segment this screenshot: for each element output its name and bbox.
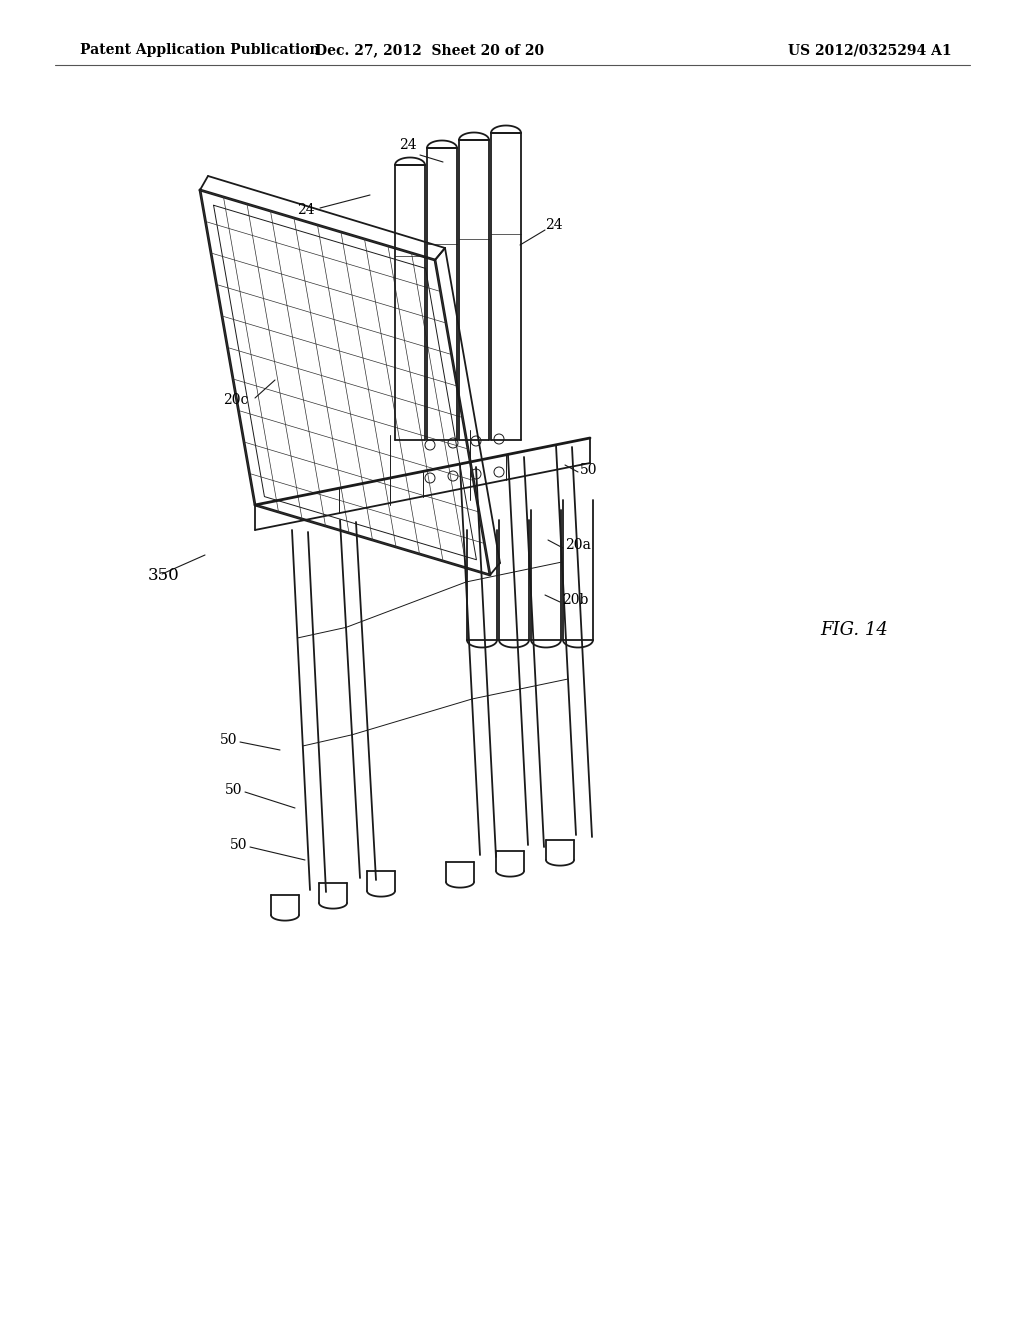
Text: 20b: 20b bbox=[562, 593, 589, 607]
Text: 24: 24 bbox=[545, 218, 562, 232]
Text: 24: 24 bbox=[297, 203, 315, 216]
Text: Dec. 27, 2012  Sheet 20 of 20: Dec. 27, 2012 Sheet 20 of 20 bbox=[315, 44, 545, 57]
Text: US 2012/0325294 A1: US 2012/0325294 A1 bbox=[788, 44, 952, 57]
Text: 24: 24 bbox=[399, 139, 417, 152]
Text: 50: 50 bbox=[229, 838, 247, 851]
Text: FIG. 14: FIG. 14 bbox=[820, 620, 888, 639]
Text: 20a: 20a bbox=[565, 539, 591, 552]
Text: 50: 50 bbox=[219, 733, 237, 747]
Text: 50: 50 bbox=[224, 783, 242, 797]
Text: 50: 50 bbox=[580, 463, 597, 477]
Text: Patent Application Publication: Patent Application Publication bbox=[80, 44, 319, 57]
Text: 350: 350 bbox=[148, 566, 180, 583]
Text: 20c: 20c bbox=[222, 393, 248, 407]
